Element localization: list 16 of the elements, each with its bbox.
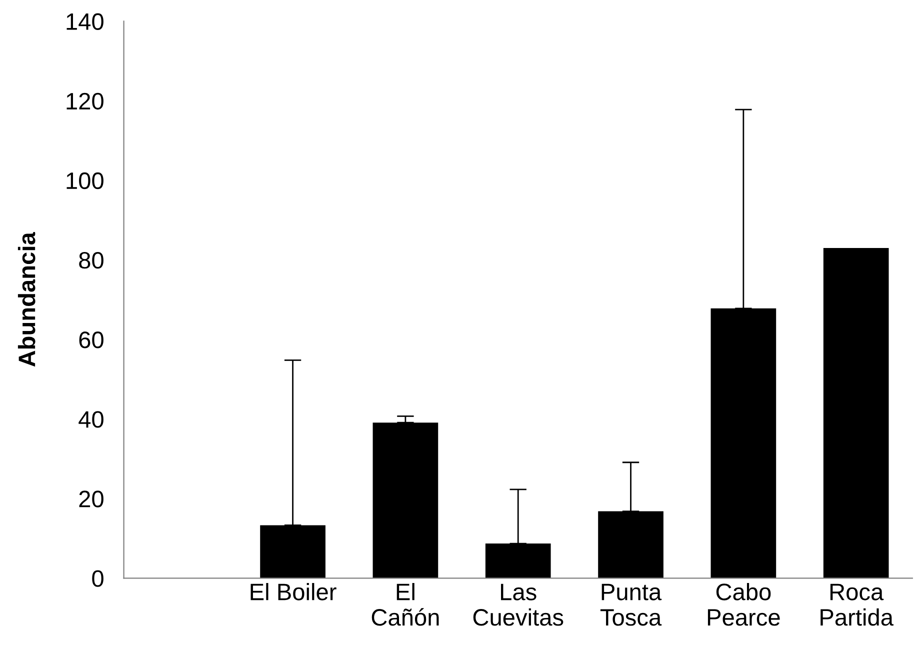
x-tick-label: Punta Tosca bbox=[600, 584, 662, 626]
y-tick-label: 100 bbox=[66, 172, 104, 190]
x-tick-label: Las Cuevitas bbox=[473, 584, 564, 626]
y-tick-label: 120 bbox=[66, 92, 104, 110]
y-axis-title: Abundancia bbox=[18, 232, 36, 367]
x-tick-label: El Cañón bbox=[372, 582, 439, 626]
y-tick-label: 60 bbox=[79, 332, 104, 348]
bar bbox=[823, 248, 889, 578]
x-tick-label: El Boiler bbox=[250, 582, 336, 600]
y-tick-label: 80 bbox=[79, 252, 104, 269]
x-tick-label: Roca Partida bbox=[820, 584, 894, 626]
y-tick-label: 0 bbox=[92, 570, 104, 587]
x-tick-label: Cabo Pearce bbox=[708, 582, 780, 626]
y-tick-label: 40 bbox=[78, 411, 104, 428]
y-tick-label: 20 bbox=[79, 490, 104, 508]
y-tick-label: 140 bbox=[66, 13, 104, 30]
